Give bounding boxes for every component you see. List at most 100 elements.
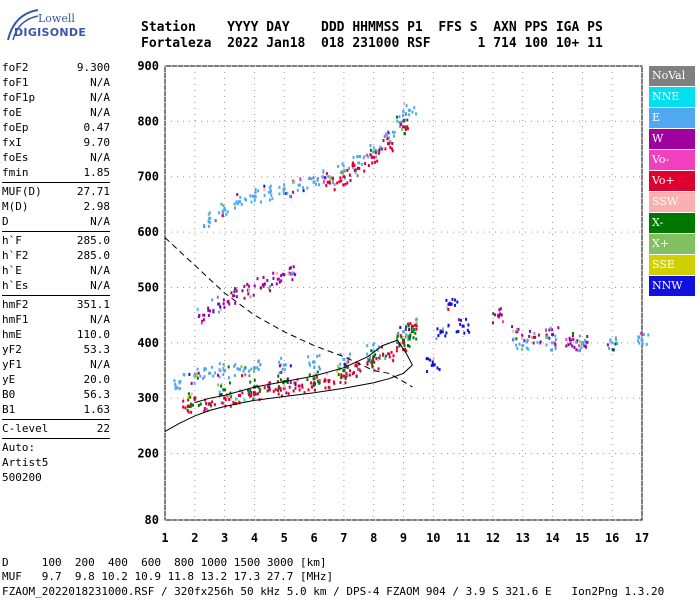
grid-dot: [373, 240, 375, 241]
grid-dot: [321, 286, 322, 288]
grid-dot: [313, 432, 315, 433]
x-tick-label: 13: [516, 531, 530, 545]
grid-dot: [279, 342, 280, 344]
grid-dot: [309, 453, 310, 455]
grid-dot: [171, 286, 172, 288]
grid-dot: [615, 231, 616, 233]
grid-dot: [611, 114, 613, 115]
grid-dot: [313, 192, 315, 193]
grid-dot: [552, 96, 554, 97]
grid-dot: [373, 222, 375, 223]
grid-dot: [387, 65, 388, 67]
echo-point: [383, 135, 386, 139]
grid-dot: [641, 414, 643, 415]
grid-dot: [462, 216, 464, 217]
grid-dot: [405, 453, 406, 455]
echo-point: [202, 318, 205, 322]
echo-point: [248, 369, 251, 373]
grid-dot: [552, 210, 554, 211]
grid-dot: [581, 156, 583, 157]
grid-dot: [603, 286, 604, 288]
echo-point: [387, 352, 391, 356]
grid-dot: [492, 132, 494, 133]
grid-dot: [253, 84, 255, 85]
grid-dot: [207, 176, 208, 178]
grid-dot: [194, 192, 196, 193]
grid-dot: [273, 519, 274, 521]
grid-dot: [581, 72, 583, 73]
echo-point: [402, 338, 405, 342]
grid-dot: [581, 474, 583, 475]
grid-dot: [357, 342, 358, 344]
echo-point: [554, 334, 557, 338]
grid-dot: [432, 144, 434, 145]
grid-dot: [522, 396, 524, 397]
echo-point: [293, 180, 296, 184]
grid-dot: [283, 372, 285, 373]
echo-point: [218, 362, 221, 366]
grid-dot: [224, 402, 226, 403]
grid-dot: [261, 231, 262, 233]
echo-point: [190, 410, 193, 414]
grid-dot: [164, 414, 166, 415]
param-name: C-level: [2, 422, 49, 435]
grid-dot: [492, 288, 494, 289]
grid-dot: [603, 231, 604, 233]
echo-point: [222, 388, 225, 392]
grid-dot: [641, 486, 643, 487]
echo-point: [516, 346, 519, 350]
echo-point: [449, 303, 452, 307]
echo-point: [216, 295, 219, 299]
grid-dot: [581, 210, 583, 211]
grid-dot: [177, 65, 178, 67]
grid-dot: [581, 114, 583, 115]
param-value: 20.0: [83, 373, 111, 386]
grid-dot: [423, 231, 424, 233]
grid-dot: [327, 397, 328, 399]
grid-dot: [343, 108, 345, 109]
echo-point: [266, 389, 269, 393]
echo-point: [262, 275, 265, 279]
echo-point: [253, 284, 256, 288]
grid-dot: [552, 156, 554, 157]
y-tick-label: 200: [137, 447, 159, 461]
grid-dot: [633, 453, 634, 455]
grid-dot: [291, 397, 292, 399]
grid-dot: [492, 480, 494, 481]
grid-dot: [417, 231, 418, 233]
grid-dot: [224, 318, 226, 319]
echo-point: [641, 342, 644, 346]
grid-dot: [283, 186, 285, 187]
grid-dot: [283, 144, 285, 145]
grid-dot: [253, 378, 255, 379]
echo-point: [211, 400, 214, 404]
grid-dot: [552, 498, 554, 499]
echo-point: [325, 372, 328, 376]
grid-dot: [417, 519, 418, 521]
param-row: h`E N/A: [2, 263, 110, 278]
grid-dot: [343, 282, 345, 283]
grid-dot: [462, 498, 464, 499]
legend-item: SSW: [649, 192, 695, 212]
grid-dot: [561, 519, 562, 521]
grid-dot: [313, 282, 315, 283]
grid-dot: [432, 96, 434, 97]
grid-dot: [224, 282, 226, 283]
grid-dot: [225, 231, 226, 233]
grid-dot: [462, 114, 464, 115]
grid-dot: [465, 342, 466, 344]
grid-dot: [552, 276, 554, 277]
echo-point: [391, 149, 394, 153]
grid-dot: [597, 231, 598, 233]
grid-dot: [492, 348, 494, 349]
grid-dot: [549, 120, 550, 122]
echo-point: [392, 359, 395, 363]
grid-dot: [432, 354, 434, 355]
grid-dot: [552, 324, 554, 325]
grid-dot: [164, 168, 166, 169]
grid-dot: [164, 402, 166, 403]
echo-point: [236, 193, 239, 197]
footer-muf-line: MUF 9.7 9.8 10.2 10.9 11.8 13.2 17.3 27.…: [2, 570, 334, 583]
grid-dot: [641, 474, 643, 475]
grid-dot: [343, 186, 345, 187]
